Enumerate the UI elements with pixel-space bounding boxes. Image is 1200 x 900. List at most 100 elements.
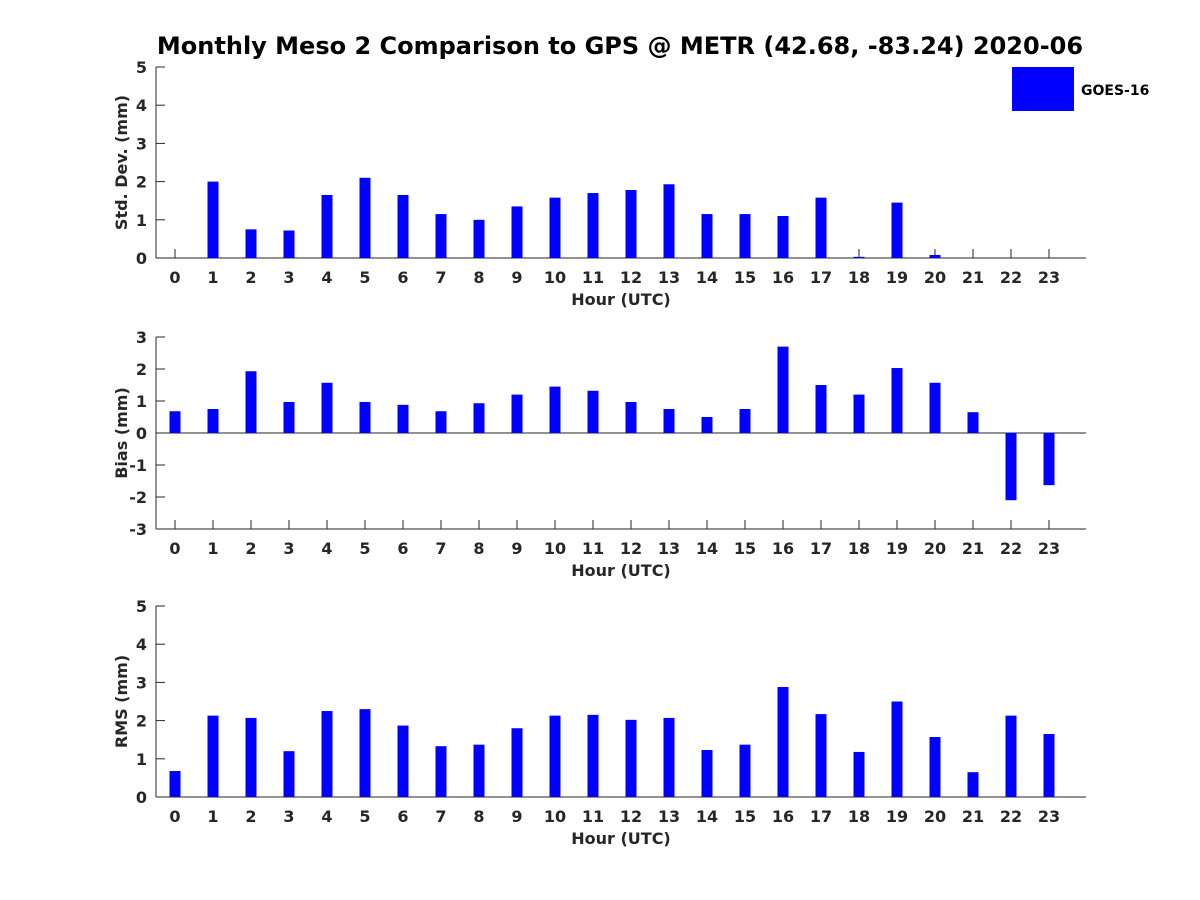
bias-bar bbox=[549, 386, 561, 433]
std-dev-x-tick-label: 6 bbox=[397, 268, 408, 287]
rms-x-tick-label: 5 bbox=[359, 807, 370, 826]
std-dev-x-tick-label: 8 bbox=[473, 268, 484, 287]
std-dev-bar bbox=[777, 215, 789, 258]
std-dev-bar bbox=[207, 181, 219, 258]
rms-y-tick-label: 1 bbox=[136, 750, 147, 769]
rms-x-tick-label: 15 bbox=[734, 807, 756, 826]
std-dev-bar bbox=[397, 194, 409, 258]
bias-bar bbox=[929, 382, 941, 433]
rms-bar bbox=[967, 772, 979, 797]
rms-bar bbox=[625, 719, 637, 797]
bias-x-tick-label: 4 bbox=[321, 539, 332, 558]
std-dev-x-tick-label: 4 bbox=[321, 268, 332, 287]
std-dev-bar bbox=[929, 254, 941, 258]
rms-bar bbox=[777, 686, 789, 797]
std-dev-x-tick-label: 9 bbox=[511, 268, 522, 287]
bias-x-tick-label: 12 bbox=[620, 539, 642, 558]
std-dev-bar bbox=[359, 177, 371, 258]
rms-bar bbox=[701, 750, 713, 797]
rms-x-tick-label: 16 bbox=[772, 807, 794, 826]
rms-y-tick-label: 4 bbox=[136, 635, 147, 654]
std-dev-bar bbox=[245, 229, 257, 258]
rms-bar bbox=[207, 715, 219, 797]
bias-y-axis-label: Bias (mm) bbox=[112, 387, 131, 479]
bias-y-tick-label: -1 bbox=[129, 456, 147, 475]
std-dev-x-tick-label: 23 bbox=[1038, 268, 1060, 287]
rms-x-tick-label: 6 bbox=[397, 807, 408, 826]
rms-y-tick-label: 0 bbox=[136, 788, 147, 807]
figure-title: Monthly Meso 2 Comparison to GPS @ METR … bbox=[157, 32, 1083, 60]
rms-bar bbox=[549, 715, 561, 797]
bias-bar bbox=[207, 409, 219, 433]
rms-x-tick-label: 18 bbox=[848, 807, 870, 826]
rms-x-tick-label: 22 bbox=[1000, 807, 1022, 826]
std-dev-bar bbox=[587, 193, 599, 258]
std-dev-x-tick-label: 22 bbox=[1000, 268, 1022, 287]
bias-x-tick-label: 19 bbox=[886, 539, 908, 558]
rms-x-axis-label: Hour (UTC) bbox=[571, 829, 671, 848]
bias-bar bbox=[777, 346, 789, 433]
rms-bar bbox=[169, 771, 181, 797]
bias-x-tick-label: 18 bbox=[848, 539, 870, 558]
rms-bar bbox=[283, 751, 295, 797]
rms-x-tick-label: 21 bbox=[962, 807, 984, 826]
std-dev-x-tick-label: 20 bbox=[924, 268, 946, 287]
rms-bar bbox=[245, 717, 257, 797]
bias-x-tick-label: 21 bbox=[962, 539, 984, 558]
rms-bar bbox=[321, 711, 333, 797]
bias-bar bbox=[663, 409, 675, 433]
bias-x-tick-label: 7 bbox=[435, 539, 446, 558]
bias-bar bbox=[473, 403, 485, 433]
bias-x-axis-label: Hour (UTC) bbox=[571, 561, 671, 580]
bias-x-tick-label: 6 bbox=[397, 539, 408, 558]
bias-bar bbox=[587, 390, 599, 433]
std-dev-bar bbox=[549, 197, 561, 258]
bias-bar bbox=[1005, 433, 1017, 501]
rms-bar bbox=[1043, 733, 1055, 797]
bias-bar bbox=[359, 401, 371, 433]
rms-bar bbox=[853, 751, 865, 797]
bias-bar bbox=[815, 385, 827, 433]
rms-x-tick-label: 0 bbox=[169, 807, 180, 826]
std-dev-x-tick-label: 21 bbox=[962, 268, 984, 287]
rms-bar bbox=[397, 725, 409, 797]
std-dev-x-tick-label: 7 bbox=[435, 268, 446, 287]
bias-bar bbox=[169, 411, 181, 433]
bias-y-tick-label: -3 bbox=[129, 520, 147, 539]
std-dev-bar bbox=[663, 184, 675, 258]
std-dev-bar bbox=[739, 214, 751, 258]
bias-x-tick-label: 1 bbox=[207, 539, 218, 558]
std-dev-bar bbox=[891, 202, 903, 258]
std-dev-x-tick-label: 10 bbox=[544, 268, 566, 287]
rms-bar bbox=[473, 744, 485, 797]
bias-bar bbox=[245, 371, 257, 433]
rms-bar bbox=[739, 744, 751, 797]
std-dev-y-tick-label: 4 bbox=[136, 96, 147, 115]
std-dev-y-tick-label: 2 bbox=[136, 173, 147, 192]
bias-bar bbox=[701, 417, 713, 433]
bias-bar bbox=[967, 412, 979, 433]
std-dev-bar bbox=[511, 206, 523, 258]
bias-bar bbox=[397, 404, 409, 433]
bias-x-tick-label: 23 bbox=[1038, 539, 1060, 558]
std-dev-y-axis-label: Std. Dev. (mm) bbox=[112, 95, 131, 230]
std-dev-y-tick-label: 0 bbox=[136, 249, 147, 268]
rms-x-tick-label: 9 bbox=[511, 807, 522, 826]
std-dev-bar bbox=[853, 256, 865, 258]
rms-x-tick-label: 14 bbox=[696, 807, 718, 826]
std-dev-x-tick-label: 12 bbox=[620, 268, 642, 287]
rms-x-tick-label: 19 bbox=[886, 807, 908, 826]
legend: GOES-16 bbox=[1012, 67, 1149, 111]
bias-x-tick-label: 16 bbox=[772, 539, 794, 558]
std-dev-x-tick-label: 1 bbox=[207, 268, 218, 287]
bias-x-tick-label: 11 bbox=[582, 539, 604, 558]
bias-y-tick-label: 0 bbox=[136, 424, 147, 443]
rms-bar bbox=[929, 737, 941, 797]
rms-y-tick-label: 3 bbox=[136, 673, 147, 692]
rms-bar bbox=[891, 701, 903, 797]
bias-x-tick-label: 2 bbox=[245, 539, 256, 558]
bias-y-tick-label: 2 bbox=[136, 360, 147, 379]
